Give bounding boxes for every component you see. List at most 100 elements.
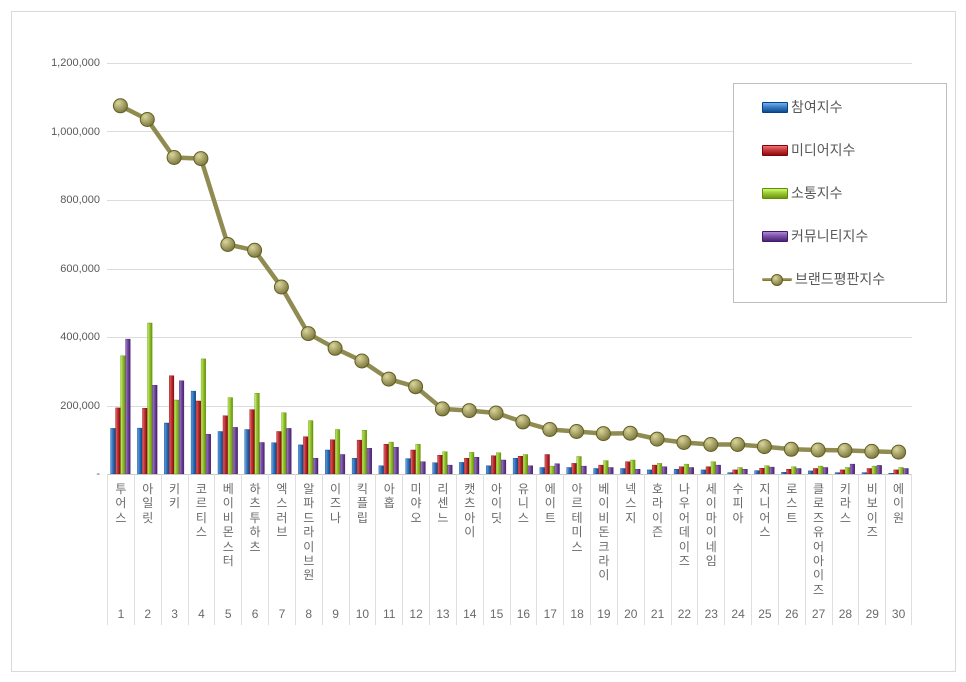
category-rank: 5 <box>224 607 232 621</box>
line-marker-10 <box>354 353 370 369</box>
category-label: 클로즈유어아이즈 <box>813 482 825 597</box>
bar-참여지수-2 <box>137 427 143 475</box>
category-rank: 24 <box>731 607 745 621</box>
bar-미디어지수-18 <box>571 463 577 475</box>
category-cell: 유니스 16 <box>509 474 537 625</box>
legend-item-커뮤니티지수: 커뮤니티지수 <box>762 227 868 245</box>
category-label: 베이비몬스터 <box>222 482 234 568</box>
line-marker-22 <box>676 435 692 450</box>
category-label: 하츠투하츠 <box>249 482 261 554</box>
line-marker-14 <box>461 403 477 419</box>
category-label: 유니스 <box>517 482 529 525</box>
legend-line-marker-dot <box>771 274 783 286</box>
bar-미디어지수-8 <box>303 436 309 475</box>
legend-item-소통지수: 소통지수 <box>762 184 843 202</box>
category-cell: 베이비몬스터 5 <box>214 474 241 625</box>
bar-참여지수-7 <box>271 442 277 475</box>
bar-미디어지수-9 <box>330 439 336 475</box>
bar-미디어지수-15 <box>491 455 497 475</box>
category-rank: 13 <box>436 607 450 621</box>
category-rank: 3 <box>171 607 178 621</box>
bar-미디어지수-24 <box>732 469 738 475</box>
category-rank: 26 <box>785 607 799 621</box>
category-cell: 알파드라이브원 8 <box>294 474 322 625</box>
category-label: 아르테미스 <box>571 482 583 554</box>
line-marker-23 <box>703 437 719 452</box>
bar-커뮤니티지수-17 <box>554 463 560 475</box>
category-cell: 호라이즌 21 <box>643 474 671 625</box>
category-label: 미야오 <box>410 482 422 525</box>
category-cell: 킥플립 10 <box>348 474 376 625</box>
bar-커뮤니티지수-9 <box>340 454 346 475</box>
bar-커뮤니티지수-25 <box>769 466 775 475</box>
legend-item-미디어지수: 미디어지수 <box>762 141 855 159</box>
bar-소통지수-14 <box>469 452 475 475</box>
bar-미디어지수-16 <box>517 456 523 475</box>
gridline <box>107 200 912 201</box>
legend-item-브랜드평판지수: 브랜드평판지수 <box>762 270 885 288</box>
category-cell: 캣츠아이 14 <box>455 474 483 625</box>
category-rank: 10 <box>355 607 370 621</box>
legend-bar-swatch-icon <box>762 101 788 113</box>
category-label: 아일릿 <box>142 482 154 525</box>
bar-소통지수-7 <box>281 412 287 475</box>
y-axis-tick-label: 1,000,000 <box>51 126 100 138</box>
bar-소통지수-21 <box>657 463 663 475</box>
category-rank: 11 <box>383 607 396 621</box>
line-marker-19 <box>595 426 611 442</box>
category-label: 지니어스 <box>759 482 771 540</box>
bar-커뮤니티지수-1 <box>125 338 131 475</box>
bar-참여지수-12 <box>405 458 411 475</box>
line-marker-17 <box>542 422 558 437</box>
category-cell: 비보이즈 29 <box>858 474 885 625</box>
category-rank: 27 <box>811 607 826 621</box>
gridline <box>107 406 912 407</box>
line-marker-4 <box>193 151 209 167</box>
category-label: 에이트 <box>544 482 556 525</box>
category-label: 캣츠아이 <box>464 482 476 540</box>
line-marker-21 <box>649 431 665 447</box>
category-cell: 키키 3 <box>160 474 188 625</box>
bar-커뮤니티지수-13 <box>447 464 453 475</box>
bar-소통지수-29 <box>871 465 877 475</box>
bar-참여지수-11 <box>378 465 384 475</box>
bar-소통지수-9 <box>335 429 341 475</box>
bar-참여지수-16 <box>512 458 518 475</box>
bar-소통지수-5 <box>227 397 233 475</box>
bar-미디어지수-20 <box>625 461 631 475</box>
bar-미디어지수-21 <box>652 464 658 475</box>
legend-bar-swatch-icon <box>762 230 788 242</box>
bar-소통지수-8 <box>308 420 314 475</box>
bar-커뮤니티지수-10 <box>366 448 372 475</box>
category-rank: 2 <box>144 607 152 621</box>
bar-소통지수-26 <box>791 466 797 475</box>
category-cell: 이즈나 9 <box>321 474 349 625</box>
legend-bar-swatch-icon <box>762 187 788 199</box>
category-label: 넥스지 <box>625 482 637 525</box>
bar-미디어지수-5 <box>222 415 228 475</box>
y-axis-tick-label: 400,000 <box>60 331 100 343</box>
bar-커뮤니티지수-15 <box>501 459 507 475</box>
category-cell: 아르테미스 18 <box>563 474 590 625</box>
category-label: 이즈나 <box>330 482 342 525</box>
gridline <box>107 269 912 270</box>
category-label: 나우어데이즈 <box>678 482 690 568</box>
legend-line-marker-icon <box>762 273 792 286</box>
bar-참여지수-6 <box>244 429 250 475</box>
category-label: 코르티스 <box>195 482 207 540</box>
bar-참여지수-15 <box>486 465 492 475</box>
category-label: 비보이즈 <box>866 482 878 540</box>
bar-소통지수-15 <box>496 452 502 475</box>
category-rank: 4 <box>198 607 205 621</box>
bar-참여지수-30 <box>888 473 894 475</box>
line-marker-11 <box>381 371 397 387</box>
category-label: 알파드라이브원 <box>303 482 315 583</box>
bar-소통지수-10 <box>361 430 367 475</box>
legend-label: 참여지수 <box>791 99 843 115</box>
category-label: 아홉 <box>383 482 395 511</box>
bar-커뮤니티지수-4 <box>205 434 211 475</box>
bar-참여지수-9 <box>325 449 331 475</box>
category-rank: 28 <box>838 607 853 621</box>
line-marker-18 <box>569 424 585 439</box>
line-marker-7 <box>273 279 289 295</box>
